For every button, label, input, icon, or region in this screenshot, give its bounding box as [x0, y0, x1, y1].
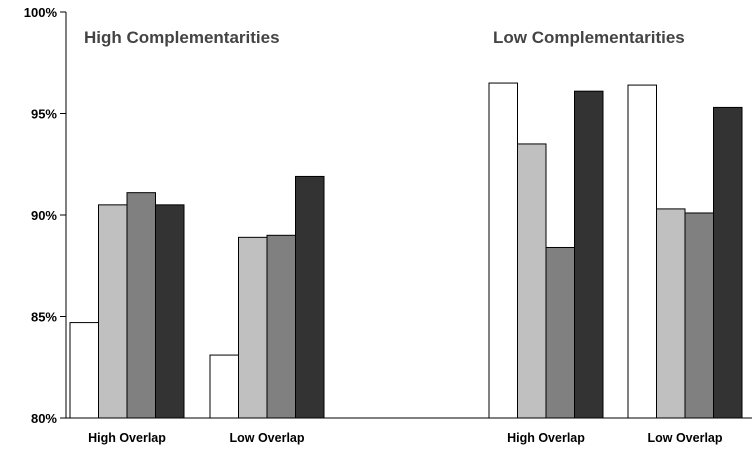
y-tick-label: 80%	[31, 411, 57, 426]
panel-titles: High Complementarities Low Complementari…	[84, 28, 685, 47]
bar-panel2-group2-series3	[684, 212, 714, 419]
bar-panel2-group2-series4	[713, 106, 743, 419]
y-tick-label: 85%	[31, 310, 57, 325]
panel-title-high-complementarities: High Complementarities	[84, 28, 280, 47]
bar-panel1-group1-series4	[155, 204, 185, 419]
category-label: Low Overlap	[229, 431, 304, 445]
bar-panel1-group2-series2	[238, 236, 268, 419]
bar-panel2-group2-series2	[656, 208, 686, 419]
category-label: High Overlap	[507, 431, 585, 445]
bar-panel2-group1-series2	[517, 143, 547, 419]
category-label: Low Overlap	[647, 431, 722, 445]
bar-panel2-group1-series1	[488, 82, 518, 419]
bar-panel2-group1-series3	[545, 246, 575, 419]
y-tick-label: 100%	[24, 5, 58, 20]
category-labels: High Overlap Low Overlap High Overlap Low O…	[88, 431, 723, 445]
bar-panel1-group2-series3	[266, 234, 296, 419]
bar-panel1-group1-series2	[98, 204, 128, 419]
bars	[69, 82, 743, 419]
bar-panel1-group2-series1	[209, 354, 239, 419]
y-tick-label: 95%	[31, 107, 57, 122]
bar-panel1-group2-series4	[295, 175, 325, 419]
bar-panel1-group1-series1	[69, 322, 99, 419]
bar-panel2-group2-series1	[627, 84, 657, 419]
panel-title-low-complementarities: Low Complementarities	[493, 28, 685, 47]
y-ticks: 80% 85% 90% 95% 100%	[24, 5, 66, 426]
bar-panel2-group1-series4	[574, 90, 604, 419]
bar-panel1-group1-series3	[126, 192, 156, 419]
category-label: High Overlap	[88, 431, 166, 445]
y-tick-label: 90%	[31, 208, 57, 223]
